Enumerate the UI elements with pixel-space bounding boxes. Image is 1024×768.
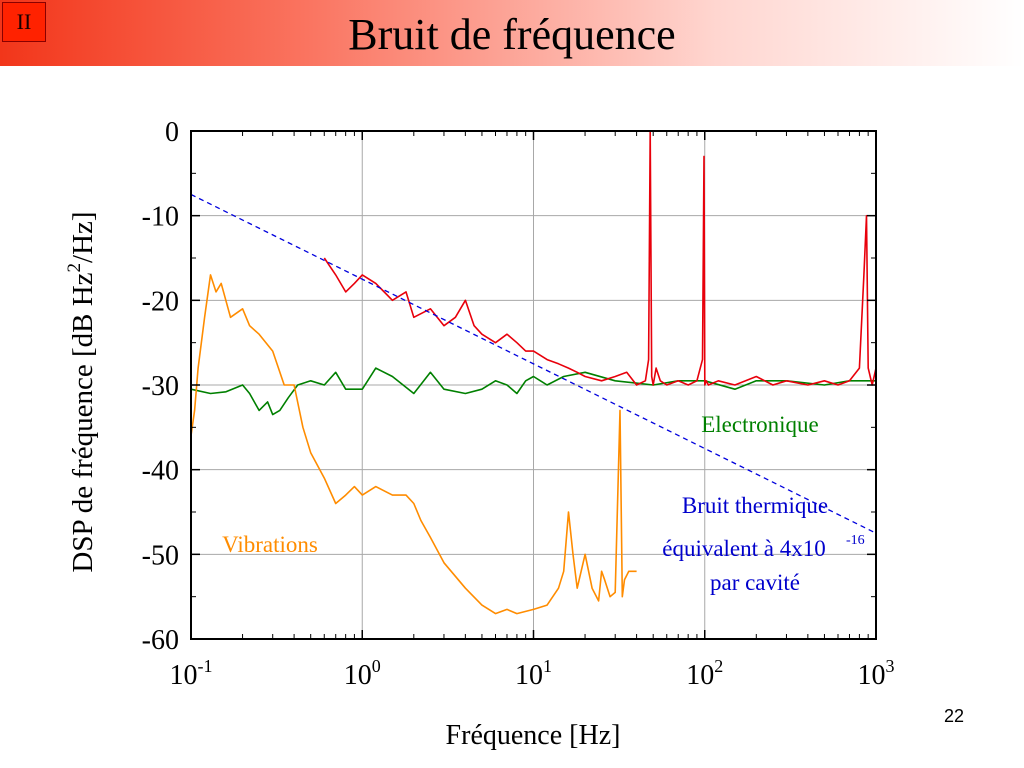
y-tick-label: -60 bbox=[142, 625, 179, 656]
annotation-vibrations: Vibrations bbox=[222, 532, 318, 557]
annotation-electronique: Electronique bbox=[701, 412, 819, 437]
annotation-thermique-line1: Bruit thermique bbox=[682, 493, 828, 518]
slide-title: Bruit de fréquence bbox=[348, 10, 676, 59]
series-thermique-line bbox=[190, 193, 877, 534]
y-tick-label: -50 bbox=[142, 540, 179, 571]
slide-header-band bbox=[0, 0, 1024, 66]
annotation-thermique-exponent: -16 bbox=[846, 533, 865, 548]
y-tick-label: -10 bbox=[142, 202, 179, 233]
y-tick-label: -30 bbox=[142, 371, 179, 402]
x-tick-label: 10-1 bbox=[170, 656, 213, 691]
series-vibrations-line bbox=[190, 274, 637, 615]
x-tick-label: 101 bbox=[515, 656, 552, 691]
series-electronique-line bbox=[190, 367, 876, 416]
x-tick-label: 102 bbox=[686, 656, 723, 691]
page-number: 22 bbox=[943, 706, 964, 726]
y-tick-label: -20 bbox=[142, 286, 179, 317]
y-tick-label: 0 bbox=[165, 117, 179, 148]
series-laser-line bbox=[323, 130, 877, 386]
annotation-thermique-line2: équivalent à 4x10 bbox=[662, 536, 826, 561]
x-tick-label: 100 bbox=[344, 656, 381, 691]
section-badge: II bbox=[2, 2, 46, 42]
x-tick-label: 103 bbox=[858, 656, 895, 691]
annotation-thermique-line3: par cavité bbox=[710, 570, 800, 595]
x-axis-title: Fréquence [Hz] bbox=[446, 720, 621, 751]
y-tick-label: -40 bbox=[142, 456, 179, 487]
y-axis-title: DSP de fréquence [dB Hz2/Hz] bbox=[64, 211, 99, 572]
